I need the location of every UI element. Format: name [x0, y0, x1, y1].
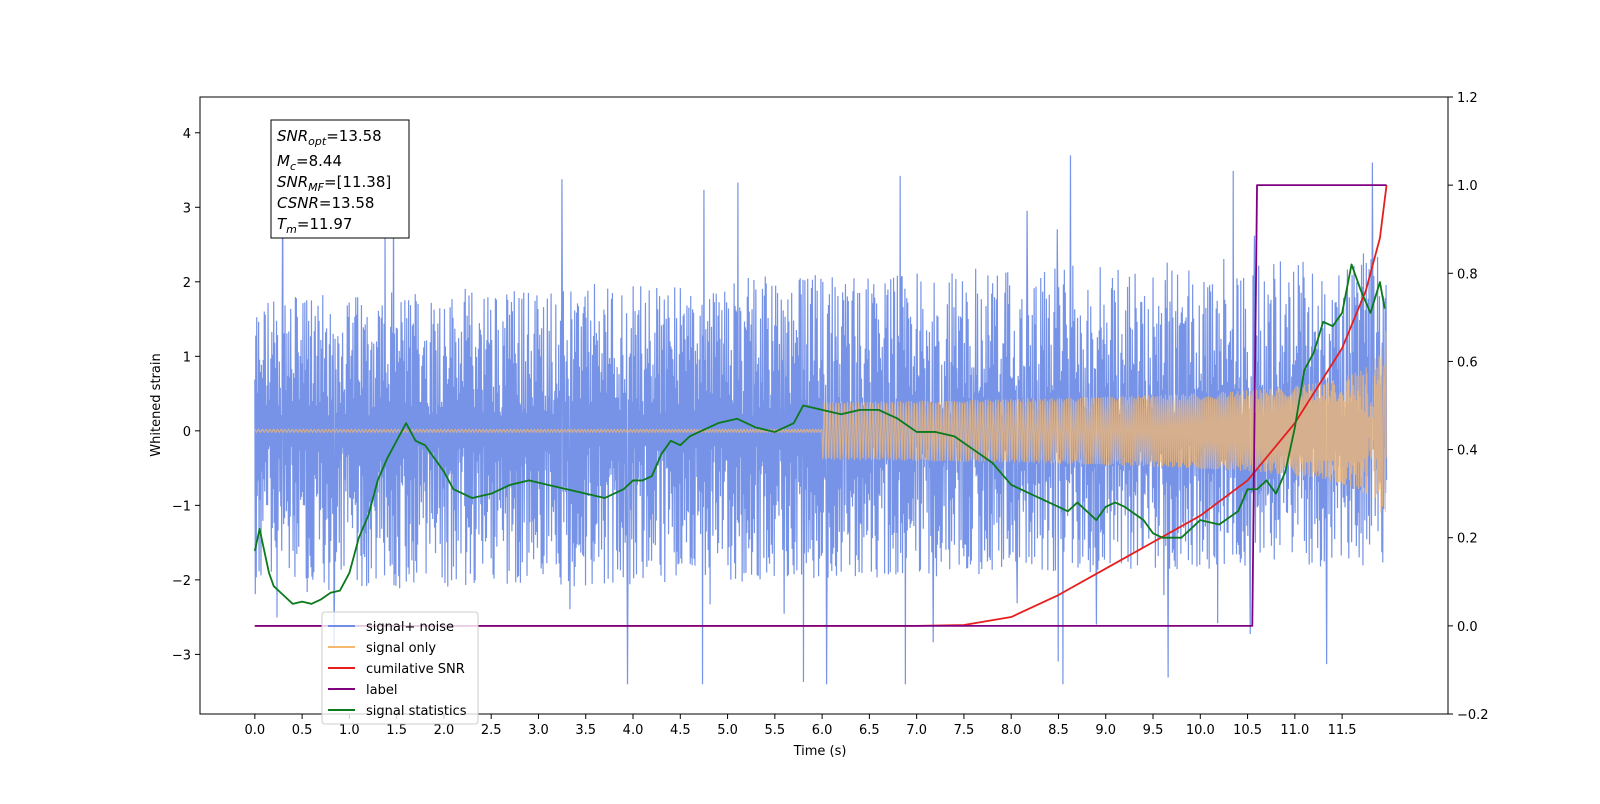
x-tick-label: 0.0 — [244, 723, 265, 738]
info-subscript: MF — [308, 181, 324, 194]
y2-tick-label: 1.0 — [1457, 179, 1478, 194]
legend-signal-only-label: signal only — [366, 641, 436, 656]
x-tick-label: 1.0 — [339, 723, 360, 738]
x-tick-label: 6.0 — [812, 723, 833, 738]
y-tick-label: 0 — [183, 425, 191, 440]
x-tick-label: 0.5 — [292, 723, 313, 738]
x-tick-label: 3.5 — [575, 723, 596, 738]
y-axis-label: Whitened strain — [149, 353, 164, 456]
info-value: =11.97 — [297, 215, 353, 233]
info-variable: M — [277, 152, 290, 170]
legend-frame — [321, 611, 479, 725]
info-subscript: c — [290, 160, 296, 173]
info-value: =8.44 — [296, 152, 342, 170]
info-line-csnr: CSNR=13.58 — [277, 194, 374, 212]
info-line-tm: Tm=11.97 — [277, 215, 352, 236]
legend-signal-noise-label: signal+ noise — [366, 620, 454, 635]
x-tick-label: 11.5 — [1328, 723, 1357, 738]
x-tick-label: 3.0 — [528, 723, 549, 738]
y2-tick-label: 0.6 — [1457, 355, 1478, 370]
info-value: =13.58 — [319, 194, 375, 212]
info-box-frame — [270, 119, 410, 239]
x-tick-label: 5.0 — [717, 723, 738, 738]
x-tick-label: 6.5 — [859, 723, 880, 738]
x-tick-label: 8.0 — [1001, 723, 1022, 738]
legend-label-label: label — [366, 683, 397, 698]
x-tick-label: 5.5 — [764, 723, 785, 738]
legend-signal-statistics-label: signal statistics — [366, 704, 467, 719]
info-variable: SNR — [277, 173, 308, 191]
info-variable: T — [277, 215, 288, 233]
y2-tick-label: 0.8 — [1457, 267, 1478, 282]
x-tick-label: 4.0 — [623, 723, 644, 738]
info-variable: CSNR — [277, 194, 319, 212]
y2-tick-label: 0.4 — [1457, 444, 1478, 459]
y-axis-ticks: −3 −2 −1 0 1 2 3 4 — [172, 127, 200, 663]
series-label-line — [254, 184, 1387, 627]
x-tick-label: 4.5 — [670, 723, 691, 738]
series-layer — [253, 155, 1388, 685]
info-subscript: opt — [308, 135, 327, 148]
series-signal-statistics-line — [253, 263, 1386, 605]
info-value: =[11.38] — [324, 173, 391, 191]
info-box: SNRopt=13.58 Mc=8.44 SNRMF=[11.38] CSNR=… — [270, 119, 410, 239]
y-tick-label: 3 — [183, 201, 191, 216]
info-subscript: m — [286, 223, 297, 236]
x-axis-label: Time (s) — [793, 744, 847, 759]
y-tick-label: 4 — [183, 127, 191, 142]
x-axis-ticks: 0.0 0.5 1.0 1.5 2.0 2.5 3.0 3.5 4.0 4.5 5.0 5.5 6.0 6… — [244, 714, 1357, 738]
series-signal-only-line — [254, 330, 1387, 513]
x-tick-label: 2.0 — [434, 723, 455, 738]
x-tick-label: 7.5 — [954, 723, 975, 738]
legend-cumulative-snr-label: cumilative SNR — [366, 662, 465, 677]
x-tick-label: 11.0 — [1280, 723, 1309, 738]
y-tick-label: −3 — [172, 648, 191, 663]
y-tick-label: −1 — [172, 499, 191, 514]
y-tick-label: 1 — [183, 350, 191, 365]
legend: signal+ noise signal only cumilative SNR la… — [321, 611, 479, 725]
x-tick-label: 9.0 — [1095, 723, 1116, 738]
y2-axis-ticks: −0.2 0.0 0.2 0.4 0.6 0.8 1.0 1.2 — [1448, 91, 1489, 723]
y-tick-label: 2 — [183, 276, 191, 291]
series-cumulative-snr-line — [254, 185, 1388, 627]
y-tick-label: −2 — [172, 574, 191, 589]
info-line-mc: Mc=8.44 — [277, 152, 342, 173]
x-tick-label: 9.5 — [1143, 723, 1164, 738]
y2-tick-label: 0.0 — [1457, 620, 1478, 635]
x-tick-label: 7.0 — [906, 723, 927, 738]
y2-tick-label: −0.2 — [1457, 708, 1489, 723]
info-line-snr-opt: SNRopt=13.58 — [277, 127, 382, 148]
x-tick-label: 1.5 — [386, 723, 407, 738]
info-variable: SNR — [277, 127, 308, 145]
x-tick-label: 8.5 — [1048, 723, 1069, 738]
x-tick-label: 10.5 — [1233, 723, 1262, 738]
y2-tick-label: 1.2 — [1457, 91, 1478, 106]
x-tick-label: 2.5 — [481, 723, 502, 738]
plot-frame — [199, 96, 1449, 715]
info-value: =13.58 — [326, 127, 382, 145]
info-line-snr-mf: SNRMF=[11.38] — [277, 173, 391, 194]
x-tick-label: 10.0 — [1186, 723, 1215, 738]
y2-tick-label: 0.2 — [1457, 532, 1478, 547]
